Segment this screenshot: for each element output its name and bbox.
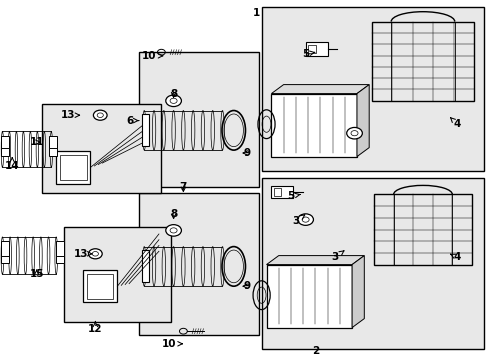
- Text: 10: 10: [142, 51, 163, 61]
- Text: 13: 13: [73, 249, 92, 259]
- Polygon shape: [271, 85, 368, 94]
- Bar: [1, 241, 9, 256]
- Bar: [83, 270, 117, 302]
- Bar: [56, 248, 64, 263]
- Bar: [41, 104, 161, 193]
- Circle shape: [93, 110, 107, 120]
- Bar: [1, 136, 9, 148]
- Text: 9: 9: [243, 281, 250, 291]
- Bar: [261, 178, 483, 349]
- Bar: [142, 114, 149, 146]
- Circle shape: [302, 217, 308, 222]
- Text: 14: 14: [5, 158, 20, 171]
- Text: 10: 10: [161, 339, 182, 349]
- Polygon shape: [351, 256, 364, 328]
- Text: 6: 6: [126, 116, 139, 126]
- Polygon shape: [356, 85, 368, 157]
- Bar: [1, 143, 9, 156]
- Text: 1: 1: [253, 8, 260, 18]
- Bar: [87, 274, 113, 299]
- Bar: [63, 227, 171, 322]
- Text: 13: 13: [61, 110, 80, 120]
- Circle shape: [165, 225, 181, 236]
- Bar: [266, 265, 351, 328]
- Text: 3: 3: [331, 251, 343, 262]
- Bar: [307, 45, 315, 53]
- Bar: [139, 52, 259, 187]
- Text: 5: 5: [302, 49, 314, 59]
- Bar: [371, 22, 473, 101]
- Bar: [139, 193, 259, 335]
- Polygon shape: [266, 256, 364, 265]
- Bar: [305, 42, 327, 56]
- Bar: [373, 194, 471, 265]
- Circle shape: [88, 249, 102, 259]
- Text: 15: 15: [29, 269, 44, 279]
- Circle shape: [165, 95, 181, 107]
- Bar: [49, 136, 57, 148]
- Bar: [142, 250, 149, 282]
- Bar: [49, 143, 57, 156]
- Bar: [56, 241, 64, 256]
- Text: 3: 3: [292, 215, 304, 226]
- Text: 12: 12: [88, 321, 102, 334]
- Circle shape: [350, 131, 357, 136]
- Bar: [271, 186, 293, 198]
- Bar: [60, 155, 86, 180]
- Circle shape: [170, 228, 177, 233]
- Text: 8: 8: [170, 89, 177, 99]
- Circle shape: [297, 214, 313, 225]
- Circle shape: [92, 252, 98, 256]
- Text: 8: 8: [170, 209, 177, 219]
- Text: 11: 11: [29, 137, 44, 147]
- Text: 5: 5: [287, 191, 300, 201]
- Bar: [1, 248, 9, 263]
- Circle shape: [170, 98, 177, 103]
- Bar: [261, 7, 483, 171]
- Bar: [273, 189, 281, 195]
- Circle shape: [346, 127, 362, 139]
- Bar: [56, 151, 90, 184]
- Text: 2: 2: [311, 346, 318, 356]
- Text: 4: 4: [449, 252, 460, 262]
- Text: 9: 9: [243, 148, 250, 158]
- Circle shape: [97, 113, 103, 117]
- Text: 4: 4: [449, 118, 460, 129]
- Bar: [271, 94, 356, 157]
- Text: 7: 7: [179, 182, 187, 192]
